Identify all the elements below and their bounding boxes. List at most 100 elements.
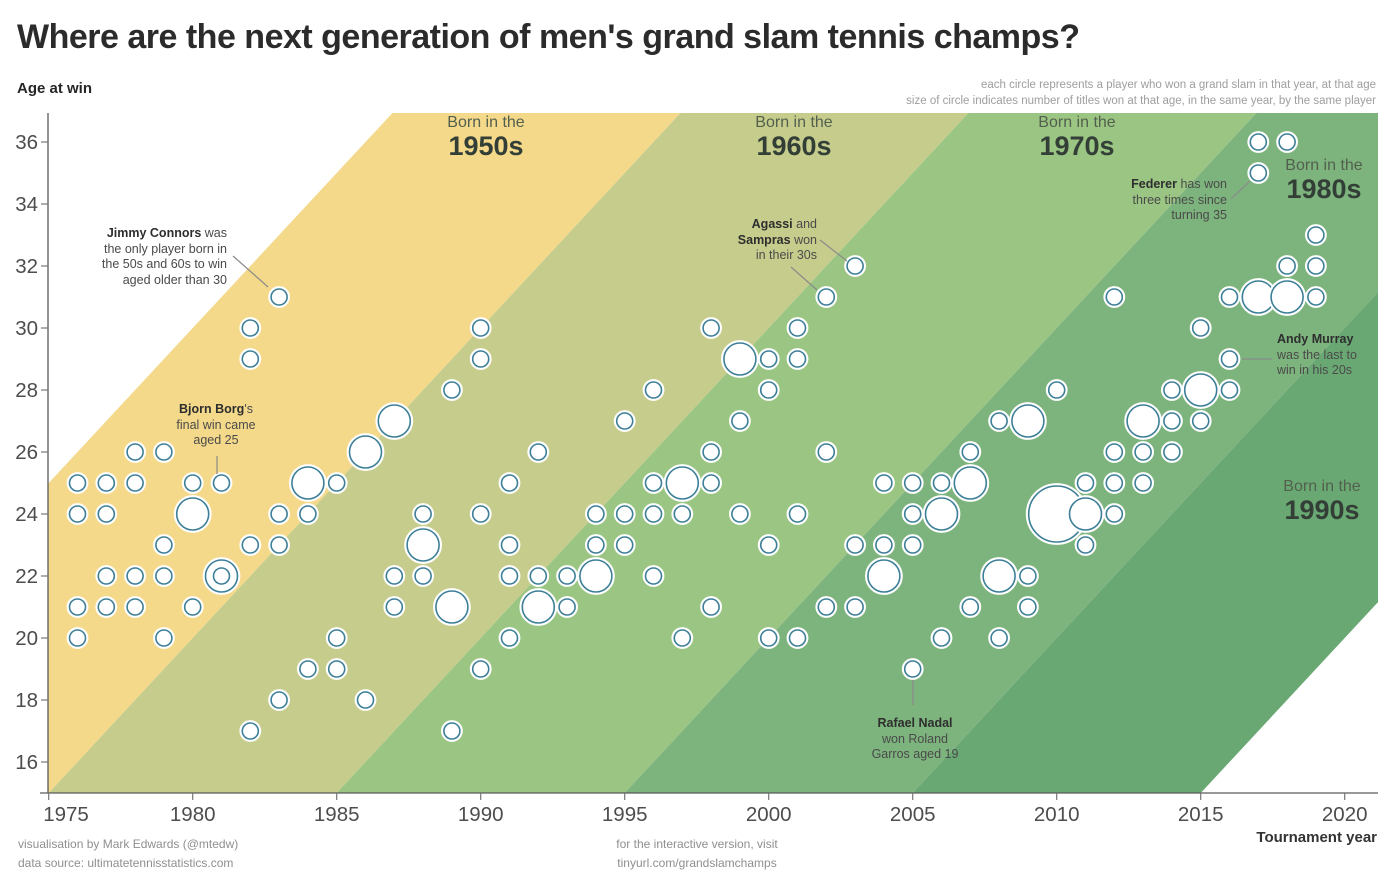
data-point-halo [95,503,118,525]
data-point-circle [356,691,375,709]
data-point-halo [325,658,348,680]
data-point-circle [615,505,634,523]
data-point-circle [1068,497,1103,531]
data-point-circle [1134,443,1152,461]
data-point-halo [268,689,290,711]
annotation-line: Sampras won [737,232,817,247]
subtitle-line-2: size of circle indicates number of title… [906,95,1376,107]
data-point-halo [527,441,550,463]
subtitle-line-1: each circle represents a player who won … [980,79,1376,91]
data-point-circle [615,412,634,430]
data-point-circle [731,412,749,430]
data-point-halo [585,503,607,525]
data-point-halo [498,565,521,587]
annotation-pointer-connors [232,255,269,288]
data-point-circle [1163,412,1181,430]
data-point-circle [1105,505,1124,523]
data-point-halo [1276,255,1299,277]
data-point-halo [1161,379,1183,401]
footer-credit-line: visualisation by Mark Edwards (@mtedw) [18,837,239,851]
data-point-circle [1191,319,1210,337]
data-point-halo [1218,286,1241,308]
data-point-circle [817,598,836,616]
data-point-circle [385,598,404,616]
data-point-circle [1278,257,1296,275]
data-point-circle [471,319,490,337]
data-point-halo [95,472,118,494]
data-point-circle [1191,412,1210,430]
data-point-halo [202,557,241,595]
data-point-circle [846,257,864,275]
annotation-murray: Andy Murray was the last to win in his 20s [1277,332,1357,379]
data-point-halo [786,317,809,339]
data-point-halo [1305,224,1327,246]
data-point-halo [1181,371,1220,409]
data-point-circle [299,660,317,678]
data-point-halo [498,534,521,556]
data-point-halo [66,596,89,618]
data-point-circle [665,466,700,500]
data-point-halo [951,464,990,502]
data-point-circle [500,474,519,492]
data-point-halo [432,588,471,626]
data-point-circle [644,381,663,399]
data-point-circle [702,598,720,616]
annotation-line: Garros aged 19 [871,747,959,761]
data-point-circle [175,497,210,531]
data-point-halo [124,472,147,494]
data-point-halo [642,565,665,587]
data-point-circle [68,474,87,492]
data-point-circle [406,528,440,562]
data-point-circle [348,435,383,469]
data-point-halo [1017,596,1039,618]
annotation-line: won Roland [881,731,948,746]
y-tick-label: 36 [15,131,38,154]
x-tick-label: 2020 [1322,803,1368,826]
data-point-circle [1076,536,1095,554]
data-point-halo [556,596,578,618]
data-point-halo [469,348,492,370]
data-point-halo [959,441,982,463]
y-tick-label: 32 [15,255,38,278]
data-point-halo [239,720,262,742]
data-point-halo [412,503,434,525]
x-tick-label: 2015 [1178,803,1224,826]
data-point-halo [844,534,866,556]
data-point-circle [1307,257,1325,275]
data-point-circle [1249,164,1268,182]
data-point-circle [932,474,951,492]
data-point-circle [953,466,988,500]
data-point-halo [239,348,262,370]
annotation-pointer-agassi [790,266,818,291]
data-point-halo [757,379,780,401]
data-point-circle [1105,474,1124,492]
data-point-circle [241,319,260,337]
x-axis-title: Tournament year [1256,829,1377,846]
annotation-line: Andy Murray [1277,332,1354,346]
data-point-circle [1019,567,1037,585]
data-point-halo [124,565,147,587]
data-point-circle [875,536,893,554]
x-tick-label: 2010 [1034,803,1080,826]
data-point-halo [815,596,838,618]
data-point-halo [1305,286,1327,308]
data-point-halo [930,627,953,649]
x-tick-label: 2005 [890,803,936,826]
x-tick-label: 1995 [602,803,648,826]
data-point-circle [155,536,173,554]
x-tick-label: 2000 [746,803,792,826]
footer-note-line: for the interactive version, visit [616,837,778,851]
data-point-halo [613,410,636,432]
data-point-halo [815,441,838,463]
x-tick-label: 1975 [43,803,89,826]
data-point-halo [1268,278,1307,316]
data-point-halo [469,317,492,339]
data-point-halo [663,464,702,502]
data-point-circle [155,443,173,461]
data-point-circle [846,536,864,554]
data-point-halo [700,472,722,494]
y-axis-title: Age at win [17,80,93,97]
data-point-circle [443,722,461,740]
data-point-halo [671,503,694,525]
